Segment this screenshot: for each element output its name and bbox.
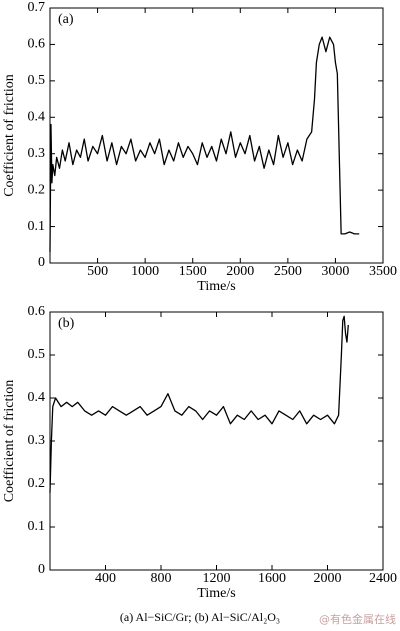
panel-label: (a) xyxy=(58,12,74,27)
x-tick-label: 1500 xyxy=(179,264,207,279)
x-tick-label: 2000 xyxy=(314,571,342,586)
y-tick-label: 0.1 xyxy=(28,519,46,534)
y-tick-label: 0.5 xyxy=(28,347,46,362)
x-tick-label: 1200 xyxy=(203,571,231,586)
panel-label: (b) xyxy=(58,316,75,331)
y-tick-label: 0.6 xyxy=(28,304,46,319)
y-tick-label: 0.4 xyxy=(28,110,46,125)
x-axis-label: Time/s xyxy=(197,279,235,294)
y-axis-label: Coefficient of friction xyxy=(2,380,17,503)
watermark: @有色金属在线 xyxy=(319,612,396,626)
y-tick-label: 0.2 xyxy=(28,476,46,491)
friction-line xyxy=(49,315,349,493)
y-tick-label: 0.6 xyxy=(28,37,46,52)
y-tick-label: 0.1 xyxy=(28,219,46,234)
y-tick-label: 0.2 xyxy=(28,182,46,197)
caption: (a) Al−SiC/Gr; (b) Al−SiC/Al₂O₃ xyxy=(120,610,280,624)
x-tick-label: 2500 xyxy=(274,264,302,279)
x-tick-label: 400 xyxy=(95,571,116,586)
y-tick-label: 0 xyxy=(38,562,45,577)
plot-frame xyxy=(49,311,384,571)
plot-frame xyxy=(49,7,384,264)
x-tick-label: 2400 xyxy=(369,571,397,586)
x-axis-label: Time/s xyxy=(197,586,235,601)
x-tick-label: 1600 xyxy=(258,571,286,586)
x-tick-label: 1000 xyxy=(131,264,159,279)
x-tick-label: 500 xyxy=(87,264,108,279)
y-tick-label: 0.7 xyxy=(28,0,46,15)
friction-line xyxy=(49,36,360,253)
x-tick-label: 3500 xyxy=(369,264,397,279)
y-tick-label: 0.3 xyxy=(28,433,46,448)
x-tick-label: 800 xyxy=(151,571,172,586)
x-tick-label: 2000 xyxy=(226,264,254,279)
y-tick-label: 0 xyxy=(38,255,45,270)
y-tick-label: 0.5 xyxy=(28,73,46,88)
y-tick-label: 0.3 xyxy=(28,146,46,161)
y-axis-label: Coefficient of friction xyxy=(2,74,17,197)
y-tick-label: 0.4 xyxy=(28,390,46,405)
x-tick-label: 3000 xyxy=(321,264,349,279)
